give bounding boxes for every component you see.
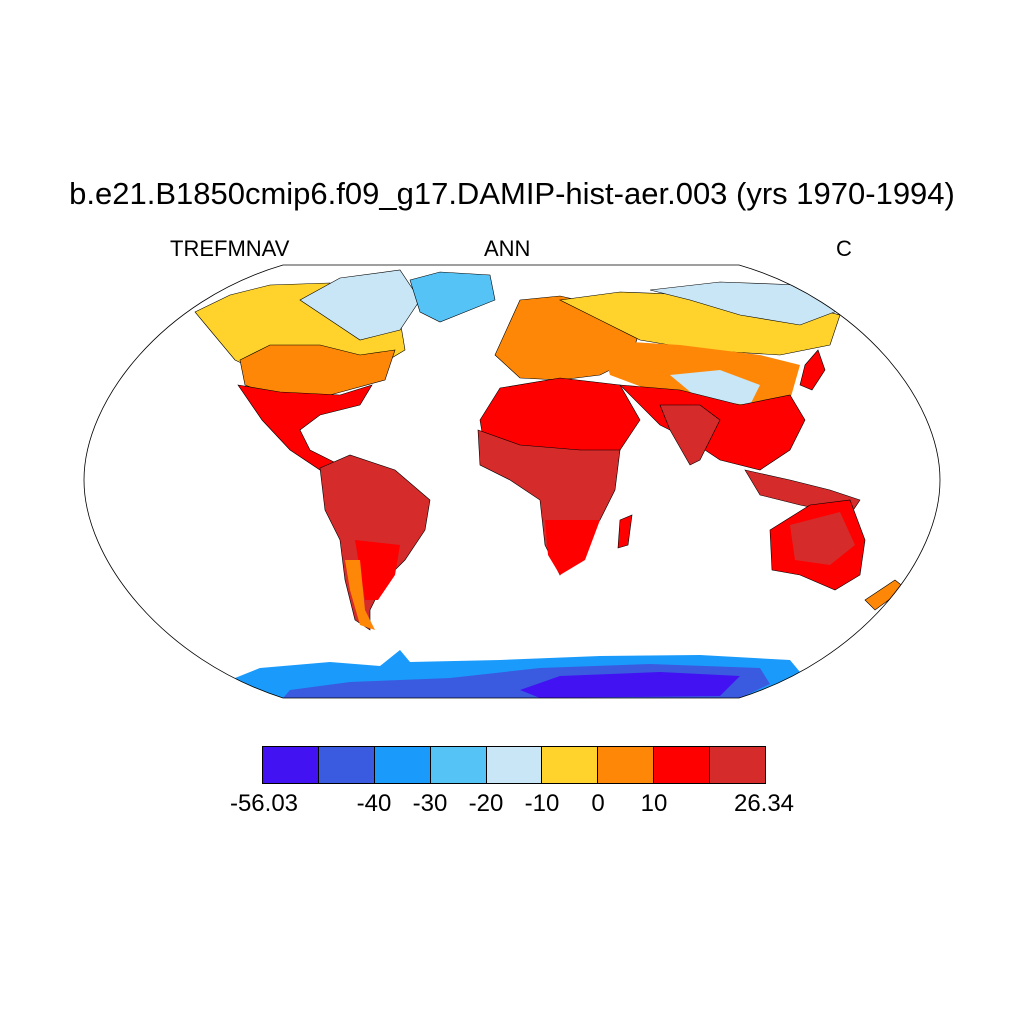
siberia-arctic	[649, 281, 846, 326]
colorbar-tick-label: 10	[640, 790, 668, 817]
colorbar-box	[710, 747, 766, 783]
new-zealand	[864, 579, 906, 611]
antarctica-core	[520, 672, 740, 698]
colorbar-tick-label: -30	[412, 790, 448, 817]
south-america-south	[355, 540, 400, 600]
units-label: C	[836, 236, 852, 261]
colorbar-box	[318, 747, 375, 783]
australia-interior	[790, 512, 855, 565]
colorbar-tick-label: 26.34	[733, 790, 795, 817]
colorbar-box	[542, 747, 599, 783]
colorbar-box	[654, 747, 711, 783]
colorbar-tick-label: -10	[524, 790, 560, 817]
colorbar-box	[486, 747, 543, 783]
japan	[799, 349, 826, 391]
colorbar-tick-label: -40	[356, 790, 392, 817]
plot-title: b.e21.B1850cmip6.f09_g17.DAMIP-hist-aer.…	[69, 176, 955, 211]
madagascar	[617, 514, 633, 549]
canada-arctic	[299, 269, 421, 341]
colorbar-tick-label: -20	[468, 790, 504, 817]
colorbar-box	[263, 747, 319, 783]
colorbar-box	[598, 747, 655, 783]
colorbar-tick-label: -56.03	[229, 790, 299, 817]
andes	[345, 560, 375, 630]
greenland	[409, 271, 496, 323]
colorbar-box	[374, 747, 431, 783]
southern-africa	[545, 520, 600, 575]
variable-label: TREFMNAV	[170, 236, 290, 261]
tibet	[670, 370, 760, 405]
season-label: ANN	[484, 236, 531, 261]
colorbar-tick-label: 0	[591, 790, 605, 817]
colorbar	[262, 746, 766, 784]
india	[659, 404, 721, 466]
map-boundary	[83, 264, 941, 699]
usa-south-mexico	[237, 384, 373, 471]
colorbar-box	[430, 747, 487, 783]
